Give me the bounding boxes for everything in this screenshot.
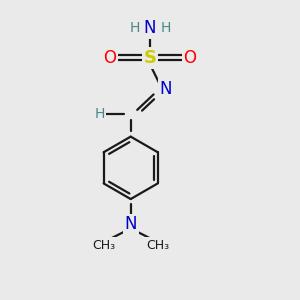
- Text: H: H: [160, 21, 171, 35]
- Text: O: O: [184, 49, 196, 67]
- Text: N: N: [159, 80, 172, 98]
- Text: N: N: [144, 19, 156, 37]
- Text: CH₃: CH₃: [92, 238, 116, 252]
- Text: H: H: [129, 21, 140, 35]
- Text: O: O: [103, 49, 116, 67]
- Text: H: H: [94, 107, 105, 121]
- Text: CH₃: CH₃: [146, 238, 169, 252]
- Text: S: S: [143, 49, 157, 67]
- Text: N: N: [124, 215, 137, 233]
